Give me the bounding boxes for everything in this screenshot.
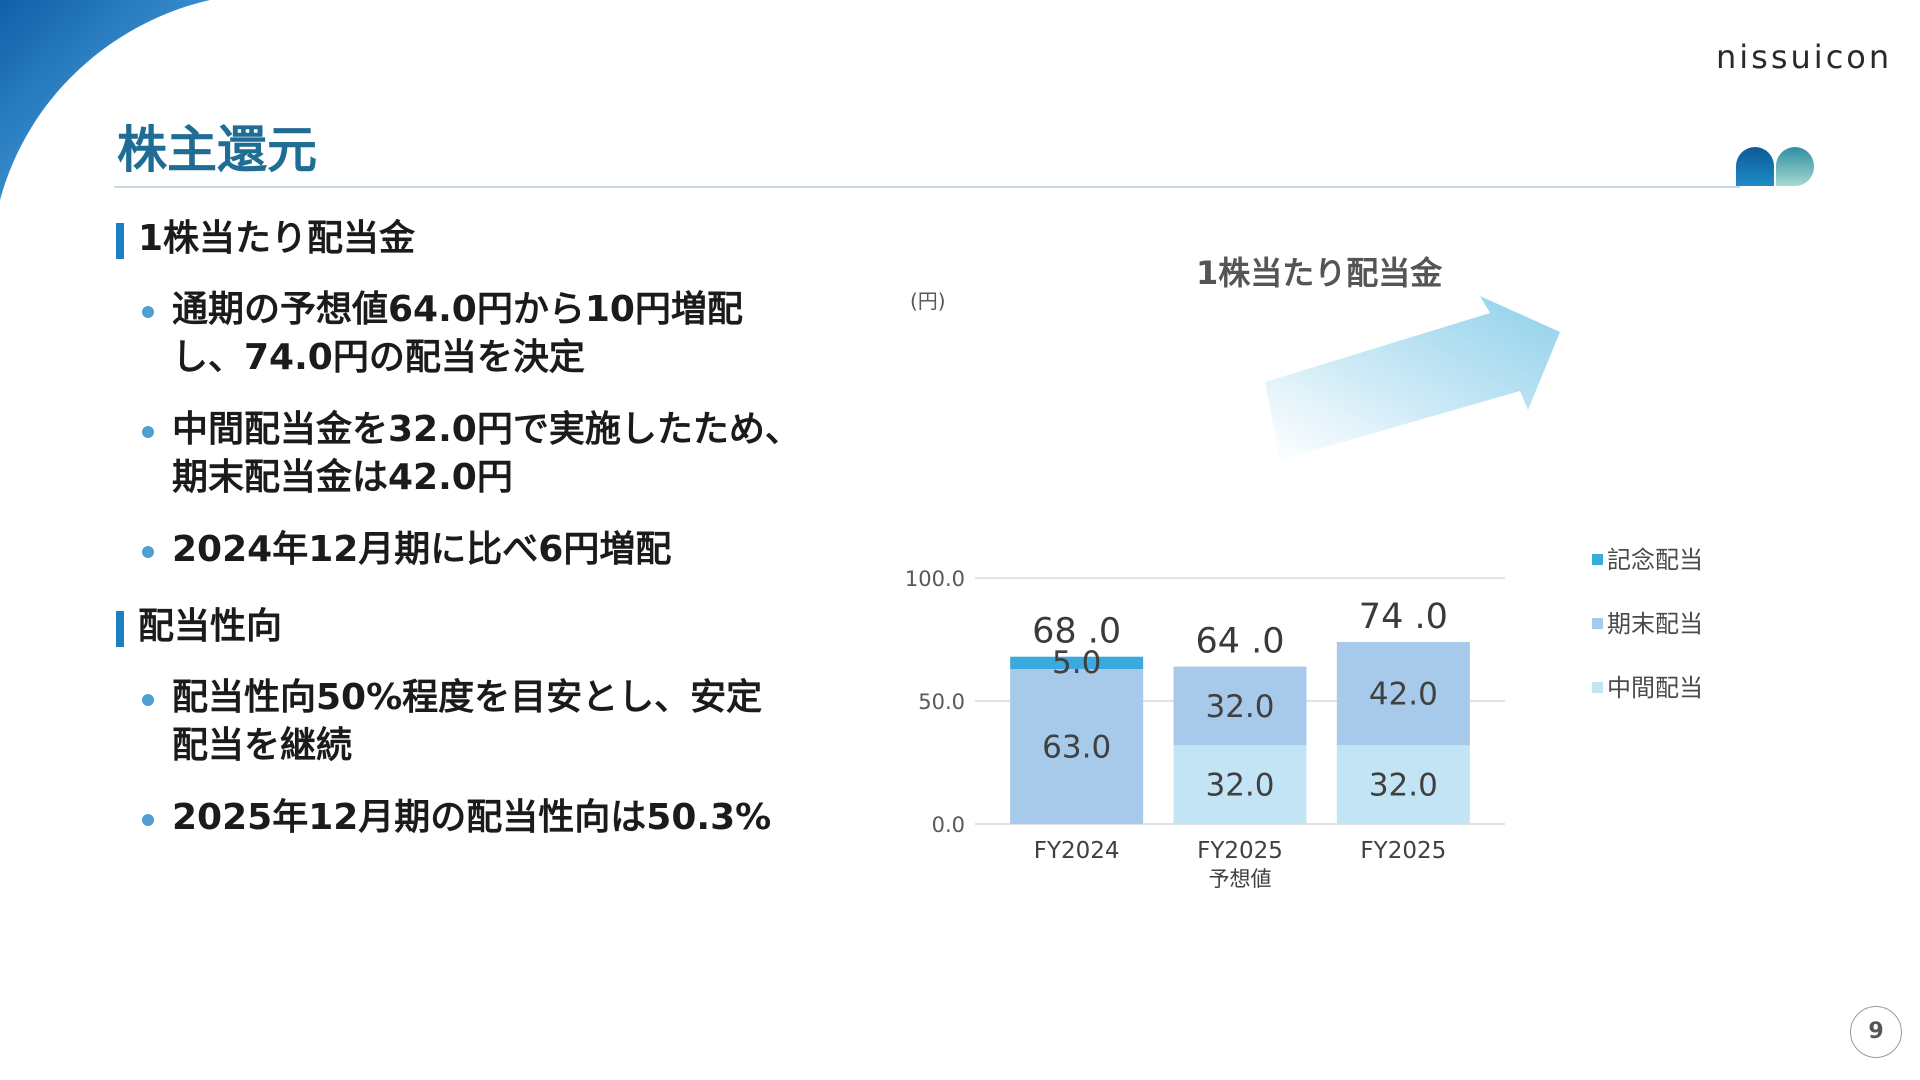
legend-label: 期末配当: [1607, 610, 1703, 638]
bullet-dot-icon: [142, 306, 154, 318]
x-tick-label: FY2025: [1197, 838, 1283, 864]
bullet-dot-icon: [142, 546, 154, 558]
bullet-line: 2024年12月期に比べ6円増配: [172, 529, 672, 570]
bullet-line: し、74.0円の配当を決定: [172, 337, 585, 378]
y-axis-unit-label: (円): [910, 289, 946, 313]
growth-arrow-icon: [1265, 296, 1560, 460]
bar-segment: [1336, 745, 1470, 824]
section-heading-dividend-per-share: 1株当たり配当金: [116, 220, 415, 259]
legend-item: 中間配当: [1592, 668, 1703, 703]
data-label: 5.0: [1052, 645, 1101, 681]
legend-item: 期末配当: [1592, 604, 1703, 639]
chart-title: 1株当たり配当金: [1196, 254, 1443, 292]
data-label: 32.0: [1205, 689, 1274, 725]
x-tick-label: FY2025: [1360, 838, 1446, 864]
bullet-line: 配当性向50%程度を目安とし、安定: [172, 677, 763, 718]
y-tick-label: 50.0: [918, 690, 965, 714]
legend-label: 中間配当: [1607, 674, 1703, 702]
bullet-item: 配当性向50%程度を目安とし、安定 配当を継続: [140, 674, 860, 770]
payout-bullet-list: 配当性向50%程度を目安とし、安定 配当を継続 2025年12月期の配当性向は5…: [140, 674, 860, 842]
bullet-line: 通期の予想値64.0円から10円増配: [172, 289, 743, 330]
data-label: 32.0: [1369, 768, 1438, 804]
bullet-line: 期末配当金は42.0円: [172, 457, 513, 498]
bullet-item: 2025年12月期の配当性向は50.3%: [140, 794, 860, 842]
section-heading-payout-ratio: 配当性向: [116, 608, 282, 647]
page-title: 株主還元: [117, 121, 317, 179]
bullet-line: 配当を継続: [172, 725, 353, 766]
total-label: 74 .0: [1359, 597, 1448, 637]
company-logo: nissuicon: [1716, 38, 1893, 76]
legend-label: 記念配当: [1607, 546, 1703, 574]
dividend-bullet-list: 通期の予想値64.0円から10円増配 し、74.0円の配当を決定 中間配当金を3…: [140, 286, 860, 574]
title-divider: [114, 186, 1740, 188]
bullet-item: 通期の予想値64.0円から10円増配 し、74.0円の配当を決定: [140, 286, 860, 382]
dividend-stacked-bar-chart: 0.0 50.0 100.0 (円) 63.0 5.068 .0 FY2024 32.0 32.…: [905, 289, 1560, 891]
y-tick-label: 0.0: [932, 813, 965, 837]
bar-segment: [1173, 666, 1307, 746]
corner-decoration: [0, 0, 210, 200]
data-label: 63.0: [1042, 730, 1111, 766]
x-tick-sublabel: 予想値: [1209, 867, 1272, 891]
bullet-dot-icon: [142, 694, 154, 706]
data-label: 42.0: [1369, 677, 1438, 713]
total-label: 64 .0: [1195, 622, 1284, 662]
bar-segment: [1010, 656, 1144, 670]
legend-swatch: [1592, 553, 1603, 565]
x-tick-label: FY2024: [1034, 838, 1120, 864]
legend-swatch: [1592, 617, 1603, 629]
data-label: 32.0: [1205, 768, 1274, 804]
total-label: 68 .0: [1032, 612, 1121, 652]
bullet-line: 中間配当金を32.0円で実施したため、: [172, 409, 801, 450]
legend-swatch: [1592, 681, 1603, 693]
page-number: 9: [1850, 1006, 1902, 1058]
bullet-item: 中間配当金を32.0円で実施したため、 期末配当金は42.0円: [140, 406, 860, 502]
legend-item: 記念配当: [1592, 540, 1703, 575]
bar-segment: [1336, 641, 1470, 746]
bullet-dot-icon: [142, 426, 154, 438]
bullet-dot-icon: [142, 814, 154, 826]
bullet-line: 2025年12月期の配当性向は50.3%: [172, 797, 772, 838]
y-tick-label: 100.0: [905, 567, 965, 591]
bar-segment: [1010, 669, 1144, 824]
brand-mark-icon: [1736, 147, 1815, 187]
bullet-item: 2024年12月期に比べ6円増配: [140, 526, 860, 574]
bar-segment: [1173, 745, 1307, 824]
